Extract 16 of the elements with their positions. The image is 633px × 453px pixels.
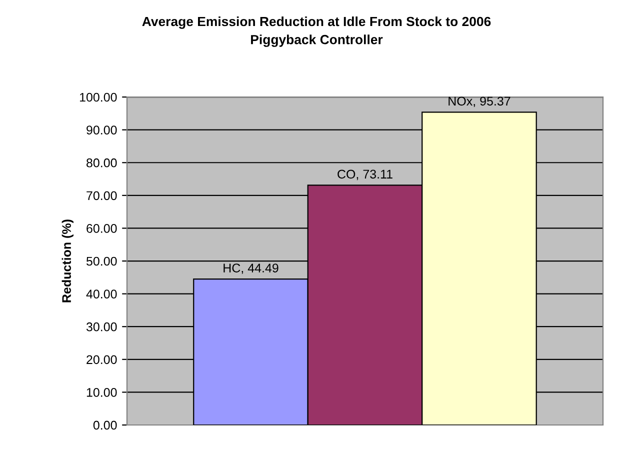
data-label: NOx, 95.37 [448,96,510,108]
y-tick-label: 80.00 [86,158,117,168]
y-tick-label: 10.00 [86,388,117,397]
y-tick-label: 60.00 [86,224,117,233]
y-tick-label: 100.00 [80,92,117,102]
y-tick-label: 0.00 [93,420,117,430]
y-tick-label: 20.00 [86,355,117,364]
chart-title: Average Emission Reduction at Idle From Stock to 2006 Piggyback Controller [142,16,491,47]
y-tick-label: 40.00 [86,290,117,298]
data-label: HC, 44.49 [224,264,278,274]
y-tick-label: 30.00 [86,322,117,332]
y-tick-label: 50.00 [86,256,117,266]
y-axis-title: Reduction (%) [62,220,74,302]
y-tick-label: 70.00 [86,191,117,200]
data-label: CO, 73.11 [338,170,392,180]
y-tick-label: 90.00 [86,126,117,134]
